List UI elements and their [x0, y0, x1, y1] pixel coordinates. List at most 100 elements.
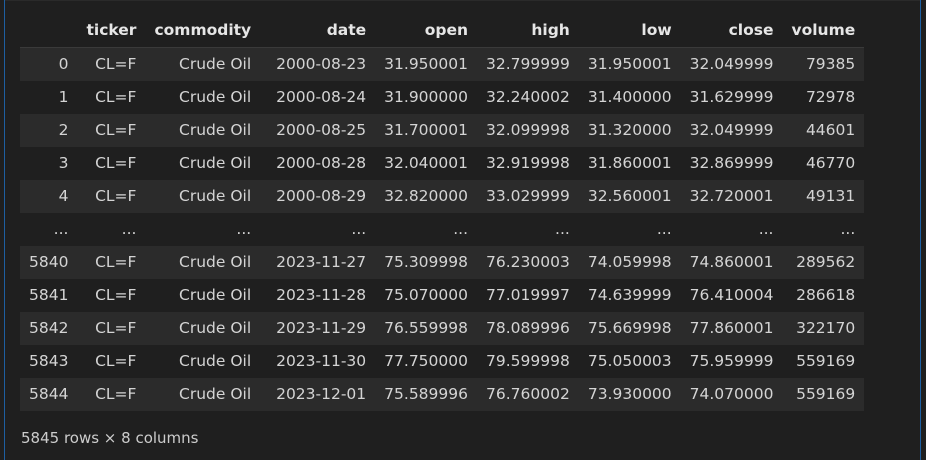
cell-volume: 559169 — [796, 384, 856, 403]
cell-ticker: CL=F — [95, 384, 137, 403]
cell-low: 74.059998 — [587, 252, 672, 271]
cell-ticker: CL=F — [95, 120, 137, 139]
cell-commodity: Crude Oil — [179, 153, 252, 172]
cell-low: ... — [656, 219, 672, 238]
column-header-high: high — [477, 14, 579, 48]
column-header-low: low — [578, 14, 681, 48]
cell-close: 32.049999 — [689, 54, 774, 73]
table-row: 4 CL=F Crude Oil 2000-08-29 32.820000 33.0299… — [20, 180, 865, 213]
cell-low: 31.860001 — [587, 153, 672, 172]
table-row: 5844 CL=F Crude Oil 2023-12-01 75.589996 76.7… — [20, 378, 865, 411]
cell-index: 5842 — [29, 318, 69, 337]
cell-open: 75.309998 — [384, 252, 468, 271]
cell-high: 32.799999 — [486, 54, 570, 73]
cell-close: 77.860001 — [689, 318, 774, 337]
cell-volume: 49131 — [805, 186, 856, 205]
cell-index: 5843 — [29, 351, 69, 370]
cell-volume: 559169 — [796, 351, 856, 370]
cell-volume: 79385 — [805, 54, 856, 73]
cell-low: 31.400000 — [587, 87, 672, 106]
cell-index: 5841 — [29, 285, 69, 304]
cell-volume: 289562 — [796, 252, 856, 271]
cell-date: 2000-08-28 — [276, 153, 367, 172]
table-row: 5843 CL=F Crude Oil 2023-11-30 77.750000 79.5… — [20, 345, 865, 378]
cell-close: 32.869999 — [689, 153, 774, 172]
cell-open: 31.950001 — [384, 54, 468, 73]
column-header-close: close — [680, 14, 783, 48]
table-row: 3 CL=F Crude Oil 2000-08-28 32.040001 32.9199… — [20, 147, 865, 180]
cell-volume: ... — [840, 219, 856, 238]
cell-index: ... — [53, 219, 69, 238]
cell-close: 31.629999 — [689, 87, 774, 106]
cell-ticker: CL=F — [95, 351, 137, 370]
cell-high: 78.089996 — [486, 318, 570, 337]
cell-date: 2023-11-29 — [276, 318, 367, 337]
cell-low: 75.669998 — [587, 318, 672, 337]
cell-close: 76.410004 — [689, 285, 774, 304]
cell-ticker: CL=F — [95, 318, 137, 337]
cell-open: 76.559998 — [384, 318, 468, 337]
table-row: 5841 CL=F Crude Oil 2023-11-28 75.070000 77.0… — [20, 279, 865, 312]
column-header-open: open — [375, 14, 477, 48]
cell-index: 5840 — [29, 252, 69, 271]
cell-index: 5844 — [29, 384, 69, 403]
column-header-date: date — [260, 14, 376, 48]
column-header-ticker: ticker — [77, 14, 146, 48]
cell-commodity: Crude Oil — [179, 384, 252, 403]
cell-commodity: Crude Oil — [179, 120, 252, 139]
dataframe-output: ticker commodity date open high low clos… — [20, 14, 865, 411]
table-row: 5840 CL=F Crude Oil 2023-11-27 75.309998 76.2… — [20, 246, 865, 279]
cell-date: 2023-11-28 — [276, 285, 367, 304]
cell-volume: 46770 — [805, 153, 856, 172]
cell-commodity: Crude Oil — [179, 186, 252, 205]
cell-close: ... — [758, 219, 774, 238]
cell-commodity: Crude Oil — [179, 252, 252, 271]
table-row: 2 CL=F Crude Oil 2000-08-25 31.700001 32.0999… — [20, 114, 865, 147]
cell-close: 32.049999 — [689, 120, 774, 139]
cell-date: 2000-08-23 — [276, 54, 367, 73]
cell-high: 32.099998 — [486, 120, 570, 139]
cell-low: 32.560001 — [587, 186, 672, 205]
cell-low: 73.930000 — [587, 384, 672, 403]
cell-high: 77.019997 — [486, 285, 570, 304]
column-header-commodity: commodity — [145, 14, 261, 48]
cell-date: 2000-08-29 — [276, 186, 367, 205]
cell-high: 76.230003 — [486, 252, 570, 271]
cell-volume: 44601 — [805, 120, 856, 139]
notebook-output-frame: ticker commodity date open high low clos… — [4, 0, 921, 460]
cell-ticker: CL=F — [95, 252, 137, 271]
cell-date: 2023-12-01 — [276, 384, 367, 403]
cell-commodity: Crude Oil — [179, 285, 252, 304]
cell-index: 1 — [58, 87, 69, 106]
header-row: ticker commodity date open high low clos… — [20, 14, 865, 48]
cell-commodity: Crude Oil — [179, 318, 252, 337]
cell-date: 2000-08-24 — [276, 87, 367, 106]
cell-date: 2000-08-25 — [276, 120, 367, 139]
cell-low: 74.639999 — [587, 285, 672, 304]
cell-commodity: Crude Oil — [179, 351, 252, 370]
cell-low: 75.050003 — [587, 351, 672, 370]
cell-volume: 72978 — [805, 87, 856, 106]
cell-high: 32.240002 — [486, 87, 570, 106]
cell-open: 75.589996 — [384, 384, 468, 403]
cell-date: 2023-11-27 — [276, 252, 367, 271]
cell-index: 0 — [58, 54, 69, 73]
cell-ticker: CL=F — [95, 87, 137, 106]
table-body: 0 CL=F Crude Oil 2000-08-23 31.950001 32.7999… — [20, 47, 865, 411]
cell-low: 31.320000 — [587, 120, 672, 139]
cell-open: 32.040001 — [384, 153, 468, 172]
cell-ticker: ... — [121, 219, 137, 238]
cell-index: 2 — [58, 120, 69, 139]
table-row: 1 CL=F Crude Oil 2000-08-24 31.900000 32.2400… — [20, 81, 865, 114]
cell-ticker: CL=F — [95, 153, 137, 172]
cell-close: 32.720001 — [689, 186, 774, 205]
cell-commodity: ... — [236, 219, 252, 238]
table-row: 0 CL=F Crude Oil 2000-08-23 31.950001 32.7999… — [20, 47, 865, 81]
cell-commodity: Crude Oil — [179, 87, 252, 106]
cell-high: ... — [555, 219, 570, 238]
cell-date: ... — [351, 219, 367, 238]
cell-high: 76.760002 — [486, 384, 570, 403]
cell-ticker: CL=F — [95, 186, 137, 205]
cell-open: 31.700001 — [384, 120, 468, 139]
cell-close: 75.959999 — [689, 351, 774, 370]
